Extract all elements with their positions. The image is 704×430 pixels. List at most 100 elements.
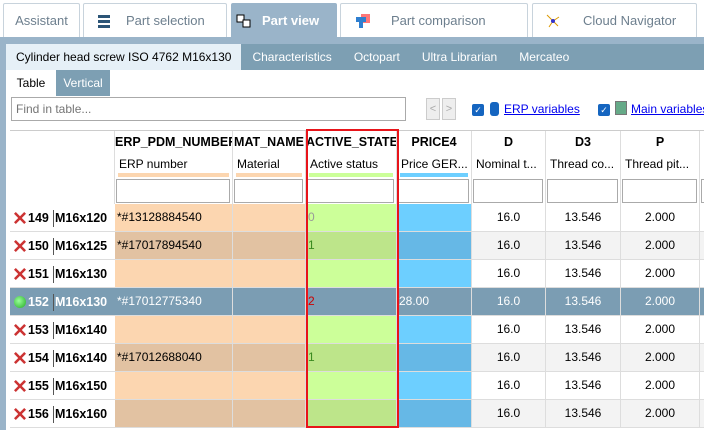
table-cell[interactable] — [397, 316, 472, 344]
table-cell[interactable] — [115, 372, 233, 400]
table-cell[interactable]: 16.0 — [472, 260, 546, 288]
table-cell[interactable] — [233, 344, 306, 372]
find-in-table-input[interactable] — [11, 97, 406, 121]
subtab-characteristics[interactable]: Characteristics — [252, 50, 332, 64]
table-cell[interactable] — [700, 232, 704, 260]
column-filter-input[interactable] — [622, 179, 697, 203]
row-header[interactable]: 152 M16x130 — [10, 288, 115, 316]
tab-table[interactable]: Table — [16, 76, 46, 90]
tab-cloud-navigator[interactable]: Cloud Navigator — [532, 3, 697, 37]
table-cell[interactable] — [306, 316, 397, 344]
table-cell[interactable]: *#17017894540 — [115, 232, 233, 260]
row-header[interactable]: 155 M16x150 — [10, 372, 115, 400]
table-cell[interactable]: 1 — [306, 232, 397, 260]
table-cell[interactable]: 1 — [306, 344, 397, 372]
table-cell[interactable]: *#13128884540 — [115, 204, 233, 232]
erp-variables-checkbox[interactable]: ✓ — [472, 104, 484, 116]
table-cell[interactable] — [700, 344, 704, 372]
table-cell[interactable] — [700, 204, 704, 232]
table-cell[interactable]: 2.000 — [621, 316, 700, 344]
subtab-part[interactable]: Cylinder head screw ISO 4762 M16x130 — [6, 44, 242, 70]
table-cell[interactable]: 16.0 — [472, 316, 546, 344]
table-cell[interactable] — [115, 316, 233, 344]
table-cell[interactable]: *#17012775340 — [115, 288, 233, 316]
table-cell[interactable]: 2.000 — [621, 400, 700, 428]
subtab-ultra-librarian[interactable]: Ultra Librarian — [421, 50, 498, 64]
column-header[interactable]: D Nominal t... — [472, 131, 546, 204]
table-cell[interactable]: 2.000 — [621, 344, 700, 372]
table-cell[interactable]: 0 — [306, 204, 397, 232]
table-cell[interactable] — [233, 204, 306, 232]
row-header[interactable]: 150 M16x125 — [10, 232, 115, 260]
table-cell[interactable] — [397, 344, 472, 372]
table-cell[interactable] — [397, 204, 472, 232]
row-header[interactable]: 149 M16x120 — [10, 204, 115, 232]
prev-button[interactable]: < — [426, 98, 440, 120]
row-header[interactable]: 153 M16x140 — [10, 316, 115, 344]
table-cell[interactable] — [306, 372, 397, 400]
column-filter-input[interactable] — [307, 179, 394, 203]
subtab-mercateo[interactable]: Mercateo — [519, 50, 570, 64]
table-cell[interactable] — [115, 260, 233, 288]
column-header[interactable]: ERP_PDM_NUMBER ERP number — [115, 131, 233, 204]
column-header[interactable]: ACTIVE_STATE Active status — [306, 131, 397, 204]
table-cell[interactable] — [306, 400, 397, 428]
row-header[interactable]: 156 M16x160 — [10, 400, 115, 428]
table-cell[interactable] — [700, 316, 704, 344]
table-cell[interactable]: 16.0 — [472, 232, 546, 260]
table-cell[interactable]: 2.000 — [621, 232, 700, 260]
table-cell[interactable] — [397, 260, 472, 288]
column-header[interactable] — [700, 131, 704, 204]
table-cell[interactable]: 13.546 — [546, 204, 621, 232]
table-cell[interactable]: 2.000 — [621, 372, 700, 400]
table-cell[interactable] — [233, 260, 306, 288]
table-cell[interactable]: 16.0 — [472, 400, 546, 428]
table-cell[interactable] — [233, 372, 306, 400]
table-cell[interactable] — [233, 316, 306, 344]
table-cell[interactable]: 13.546 — [546, 288, 621, 316]
column-header[interactable]: D3 Thread co... — [546, 131, 621, 204]
subtab-octopart[interactable]: Octopart — [353, 50, 400, 64]
column-filter-input[interactable] — [234, 179, 303, 203]
column-header[interactable]: PRICE4 Price GER... — [397, 131, 472, 204]
row-header[interactable]: 151 M16x130 — [10, 260, 115, 288]
table-cell[interactable] — [700, 372, 704, 400]
table-cell[interactable]: 2.000 — [621, 288, 700, 316]
table-cell[interactable] — [397, 372, 472, 400]
table-cell[interactable] — [233, 288, 306, 316]
table-cell[interactable]: 2.000 — [621, 204, 700, 232]
main-variables-checkbox[interactable]: ✓ — [598, 104, 610, 116]
table-cell[interactable]: 16.0 — [472, 204, 546, 232]
table-cell[interactable]: 13.546 — [546, 400, 621, 428]
table-cell[interactable] — [397, 400, 472, 428]
table-cell[interactable]: 13.546 — [546, 232, 621, 260]
next-button[interactable]: > — [442, 98, 456, 120]
table-cell[interactable] — [700, 400, 704, 428]
column-filter-input[interactable] — [398, 179, 469, 203]
column-filter-input[interactable] — [116, 179, 230, 203]
table-cell[interactable]: 2.000 — [621, 260, 700, 288]
column-filter-input[interactable] — [547, 179, 618, 203]
table-cell[interactable]: *#17012688040 — [115, 344, 233, 372]
table-cell[interactable] — [397, 232, 472, 260]
table-cell[interactable]: 2 — [306, 288, 397, 316]
table-cell[interactable] — [700, 260, 704, 288]
table-cell[interactable]: 16.0 — [472, 344, 546, 372]
table-cell[interactable] — [233, 400, 306, 428]
table-cell[interactable]: 13.546 — [546, 316, 621, 344]
table-cell[interactable]: 13.546 — [546, 372, 621, 400]
tab-vertical[interactable]: Vertical — [56, 70, 110, 96]
table-cell[interactable]: 13.546 — [546, 260, 621, 288]
tab-part-selection[interactable]: Part selection — [83, 3, 227, 37]
tab-part-comparison[interactable]: Part comparison — [340, 3, 528, 37]
column-header[interactable]: P Thread pit... — [621, 131, 700, 204]
table-cell[interactable]: 16.0 — [472, 288, 546, 316]
column-filter-input[interactable] — [473, 179, 543, 203]
erp-variables-link[interactable]: ERP variables — [504, 102, 580, 116]
column-filter-input[interactable] — [701, 179, 704, 203]
table-cell[interactable]: 16.0 — [472, 372, 546, 400]
table-cell[interactable] — [233, 232, 306, 260]
table-cell[interactable]: 28.00 — [397, 288, 472, 316]
table-cell[interactable] — [700, 288, 704, 316]
row-header[interactable]: 154 M16x140 — [10, 344, 115, 372]
